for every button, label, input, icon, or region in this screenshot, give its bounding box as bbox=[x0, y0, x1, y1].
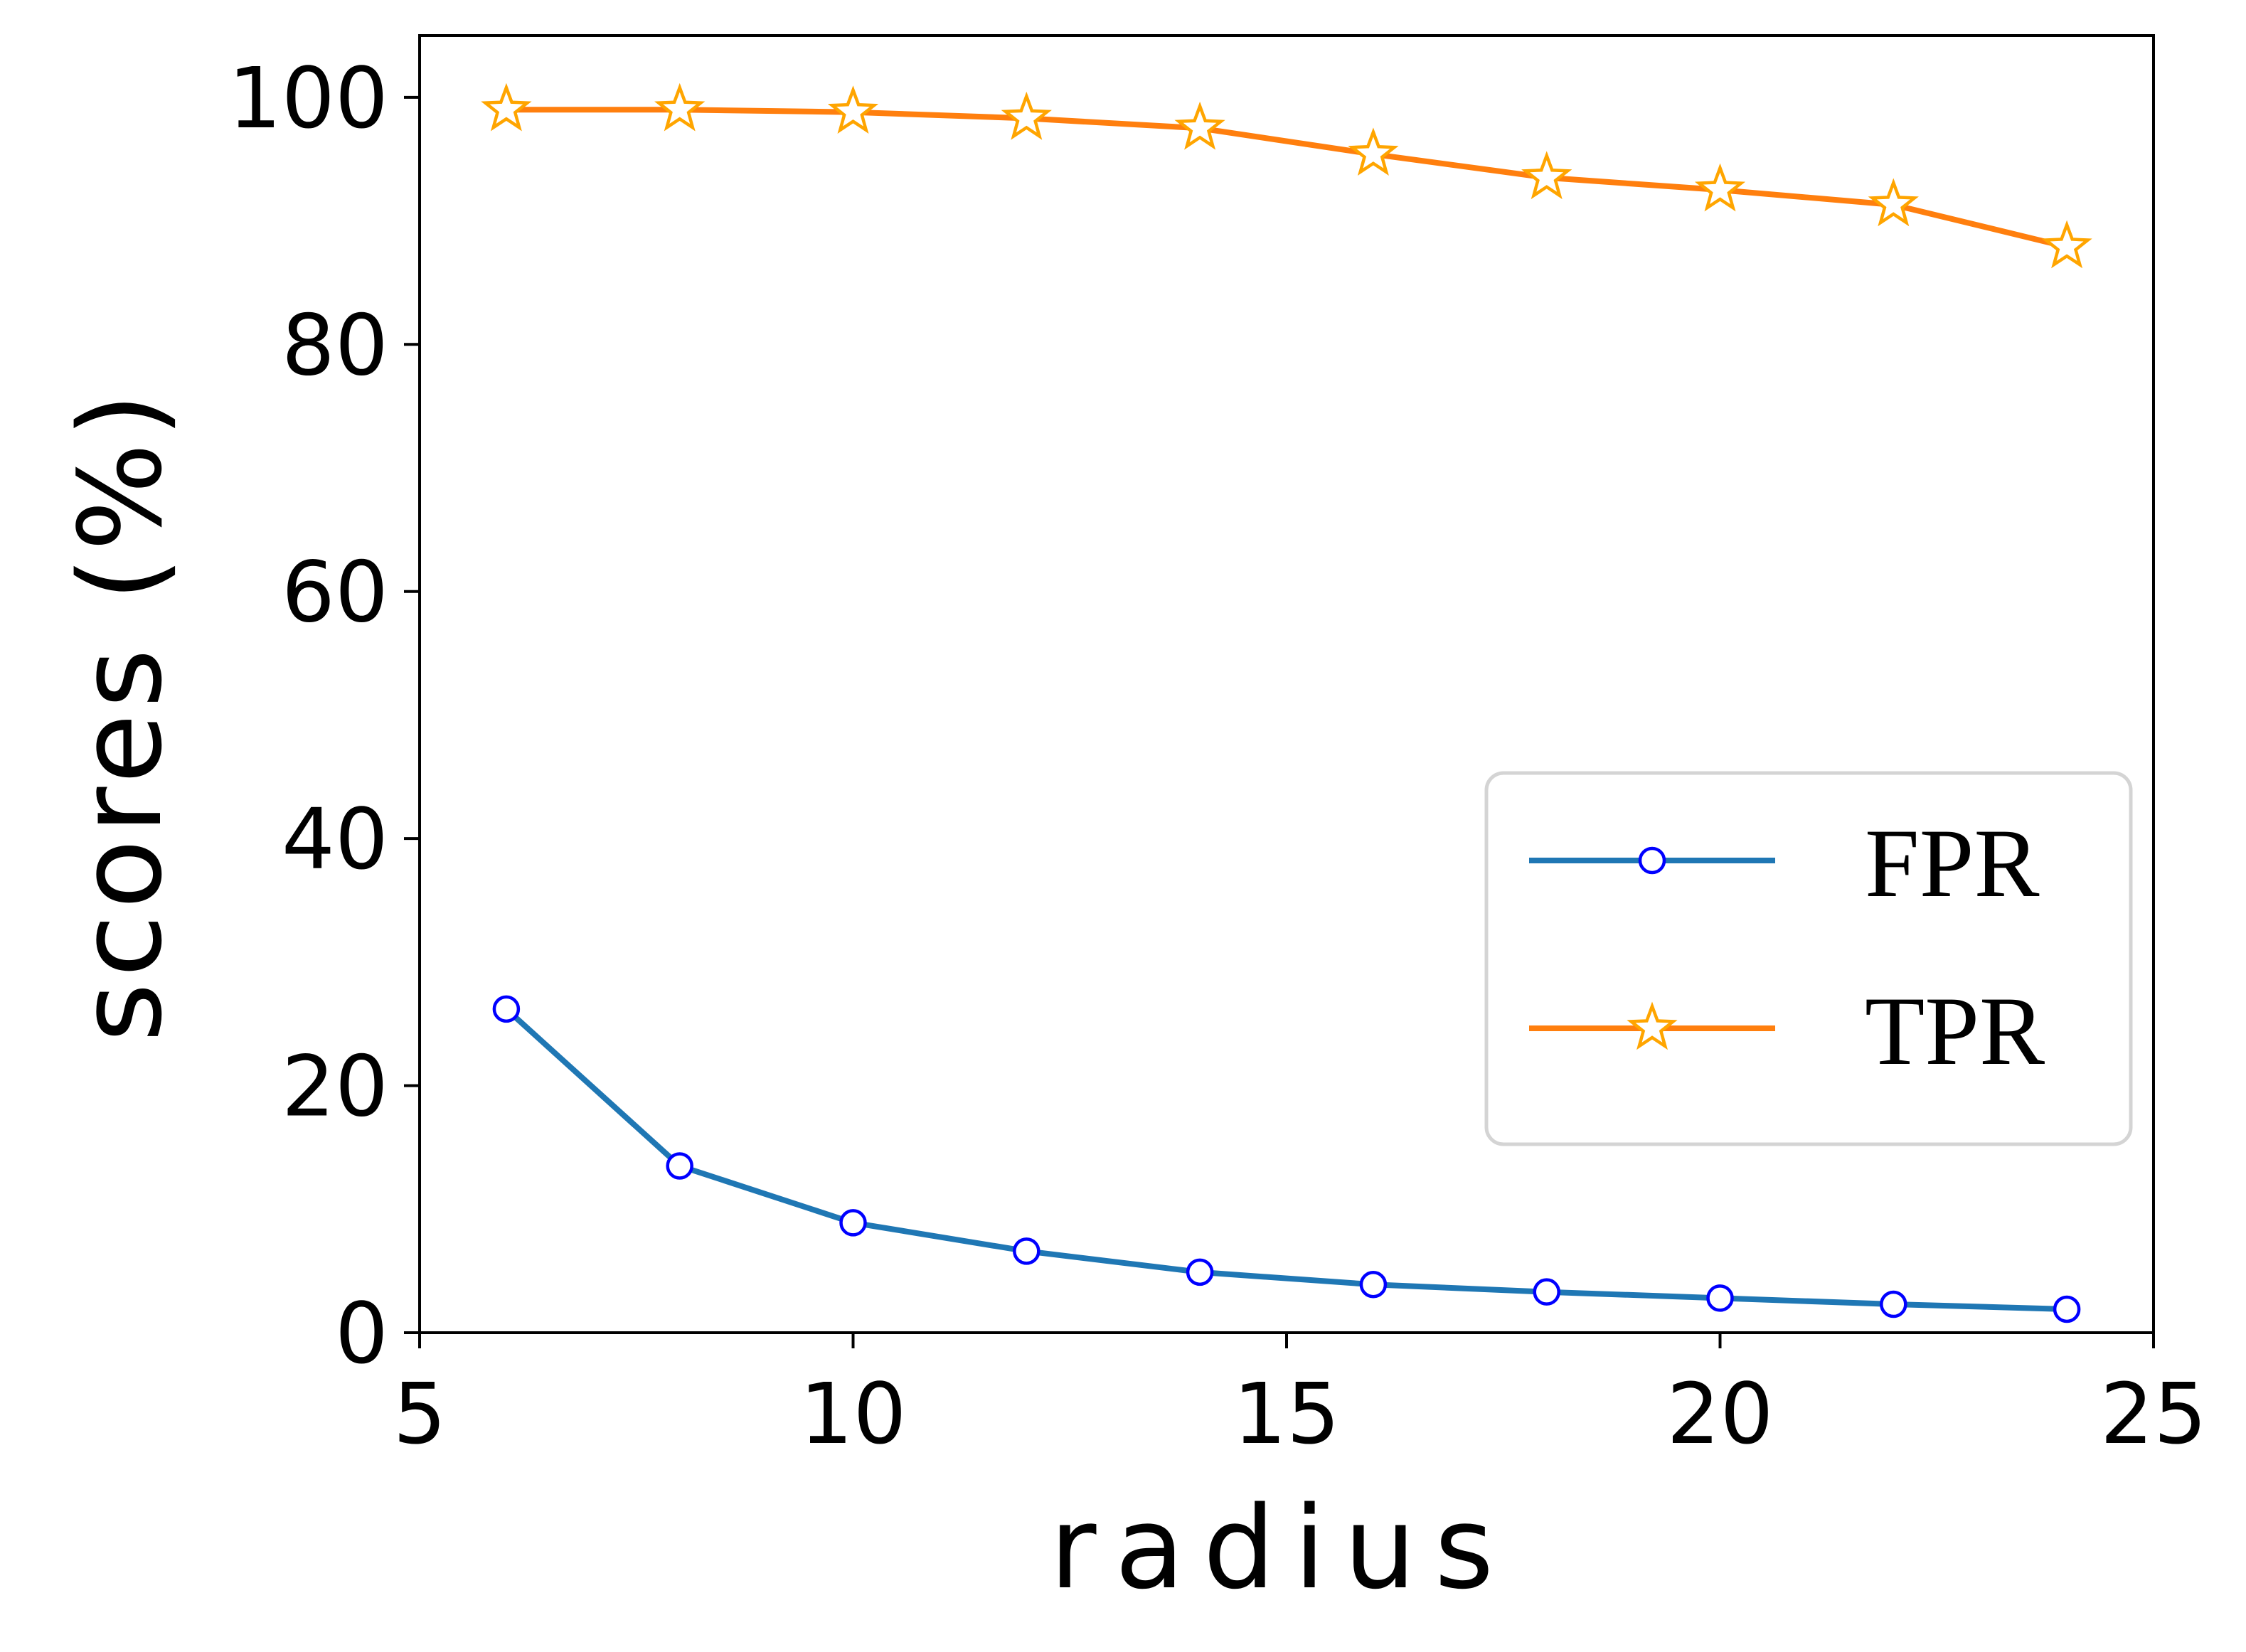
fpr-point bbox=[1013, 1237, 1040, 1265]
fpr-point bbox=[2053, 1295, 2081, 1323]
x-axis-title: radius bbox=[1050, 1481, 1513, 1614]
y-tick-label: 40 bbox=[282, 790, 388, 888]
legend: FPR TPR bbox=[1484, 771, 2133, 1146]
fpr-point bbox=[1533, 1278, 1560, 1306]
legend-entry-fpr: FPR bbox=[1529, 809, 2040, 917]
x-axis: 5 10 15 20 25 bbox=[393, 1333, 2207, 1463]
y-axis: 0 20 40 60 80 100 bbox=[228, 49, 420, 1382]
legend-marker-tpr bbox=[1627, 1001, 1678, 1050]
fpr-point bbox=[492, 995, 521, 1023]
tpr-point bbox=[1001, 91, 1052, 140]
tpr-point bbox=[1348, 127, 1399, 176]
legend-label-tpr: TPR bbox=[1865, 976, 2045, 1085]
tpr-point bbox=[1868, 178, 1919, 227]
tpr-point bbox=[654, 82, 706, 132]
legend-marker-fpr bbox=[1638, 846, 1666, 875]
tpr-point bbox=[1694, 163, 1746, 212]
x-tick-label: 20 bbox=[1666, 1365, 1773, 1463]
fpr-point bbox=[666, 1152, 693, 1180]
fpr-point bbox=[1706, 1284, 1734, 1312]
y-tick-label: 0 bbox=[335, 1284, 388, 1382]
tpr-point bbox=[2041, 220, 2092, 269]
tpr-point bbox=[1174, 101, 1225, 150]
tpr-line bbox=[503, 107, 2070, 250]
tpr-point bbox=[481, 82, 532, 132]
legend-entry-tpr: TPR bbox=[1529, 976, 2045, 1085]
y-tick-label: 80 bbox=[282, 296, 388, 394]
fpr-point bbox=[1186, 1258, 1214, 1286]
y-tick-label: 100 bbox=[228, 49, 388, 147]
x-tick-label: 15 bbox=[1233, 1365, 1340, 1463]
x-tick-label: 25 bbox=[2100, 1365, 2207, 1463]
fpr-point bbox=[839, 1209, 867, 1237]
tpr-point bbox=[1521, 151, 1572, 200]
x-tick-label: 10 bbox=[799, 1365, 906, 1463]
y-axis-title: scores (%) bbox=[54, 387, 187, 1042]
fpr-series bbox=[492, 995, 2081, 1323]
legend-label-fpr: FPR bbox=[1865, 809, 2040, 917]
y-tick-label: 60 bbox=[282, 543, 388, 641]
tpr-series bbox=[481, 82, 2092, 269]
fpr-point bbox=[1880, 1290, 1907, 1318]
y-tick-label: 20 bbox=[282, 1038, 388, 1136]
x-tick-label: 5 bbox=[393, 1365, 446, 1463]
tpr-point bbox=[827, 85, 879, 134]
fpr-point bbox=[1359, 1271, 1388, 1299]
fpr-line bbox=[503, 1006, 2070, 1312]
